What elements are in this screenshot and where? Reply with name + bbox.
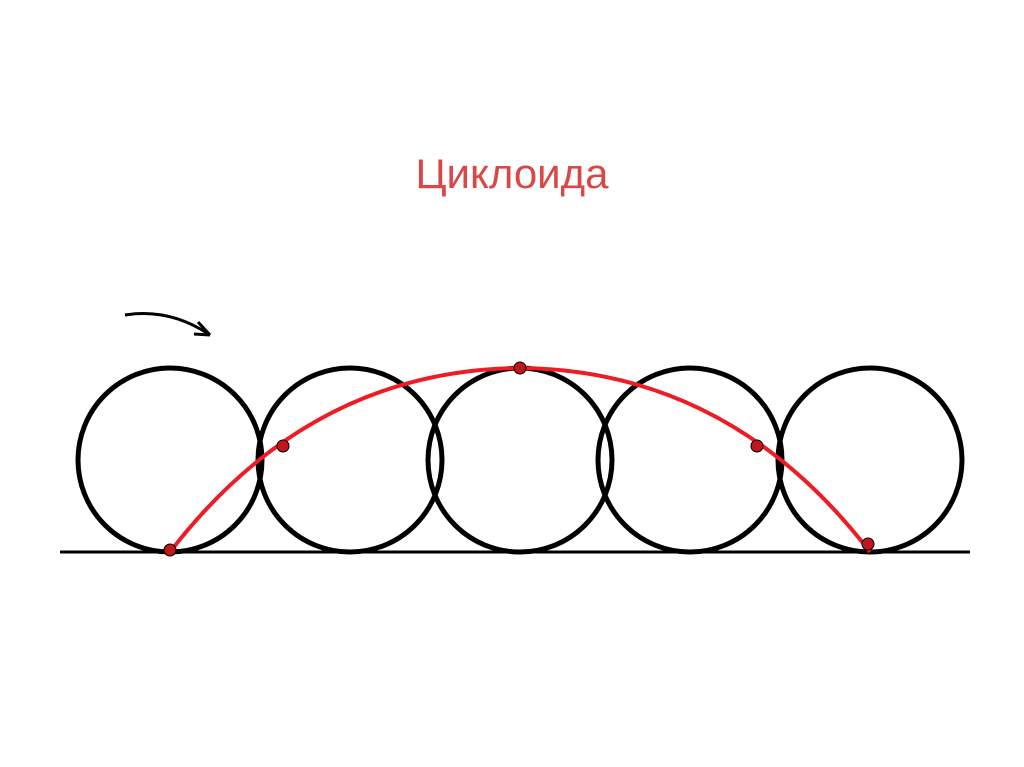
- trace-point: [277, 440, 289, 452]
- arrow-icon: [125, 314, 210, 335]
- rolling-circle: [258, 368, 442, 552]
- rolling-circle: [778, 368, 962, 552]
- trace-point: [514, 362, 526, 374]
- trace-point: [164, 544, 176, 556]
- trace-point: [751, 440, 763, 452]
- trace-point: [862, 538, 874, 550]
- cycloid-curve: [170, 368, 870, 552]
- page-title: Циклоида: [0, 150, 1024, 198]
- rolling-circle: [78, 368, 262, 552]
- cycloid-diagram: [50, 300, 974, 600]
- circles-group: [78, 368, 962, 552]
- arrow-body: [125, 314, 210, 335]
- rolling-circle: [428, 368, 612, 552]
- points-group: [164, 362, 874, 556]
- rolling-circle: [598, 368, 782, 552]
